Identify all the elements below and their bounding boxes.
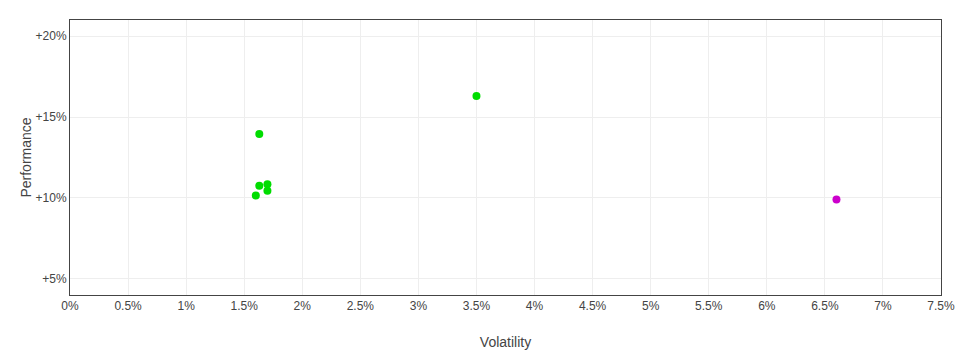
- svg-text:7%: 7%: [874, 299, 892, 313]
- svg-text:6.5%: 6.5%: [811, 299, 839, 313]
- svg-text:4.5%: 4.5%: [579, 299, 607, 313]
- svg-text:Performance: Performance: [18, 117, 34, 197]
- svg-text:5.5%: 5.5%: [695, 299, 723, 313]
- svg-text:7.5%: 7.5%: [927, 299, 955, 313]
- svg-text:3.5%: 3.5%: [463, 299, 491, 313]
- svg-text:1%: 1%: [177, 299, 195, 313]
- svg-text:Volatility: Volatility: [480, 334, 531, 350]
- svg-text:4%: 4%: [526, 299, 544, 313]
- svg-text:0.5%: 0.5%: [114, 299, 142, 313]
- svg-text:5%: 5%: [642, 299, 660, 313]
- svg-text:0%: 0%: [61, 299, 79, 313]
- svg-text:2.5%: 2.5%: [347, 299, 375, 313]
- svg-text:+5%: +5%: [42, 272, 67, 286]
- svg-text:+20%: +20%: [36, 29, 67, 43]
- svg-text:6%: 6%: [758, 299, 776, 313]
- svg-text:1.5%: 1.5%: [231, 299, 259, 313]
- svg-text:2%: 2%: [294, 299, 312, 313]
- svg-text:3%: 3%: [410, 299, 428, 313]
- svg-text:+10%: +10%: [36, 191, 67, 205]
- svg-text:+15%: +15%: [36, 110, 67, 124]
